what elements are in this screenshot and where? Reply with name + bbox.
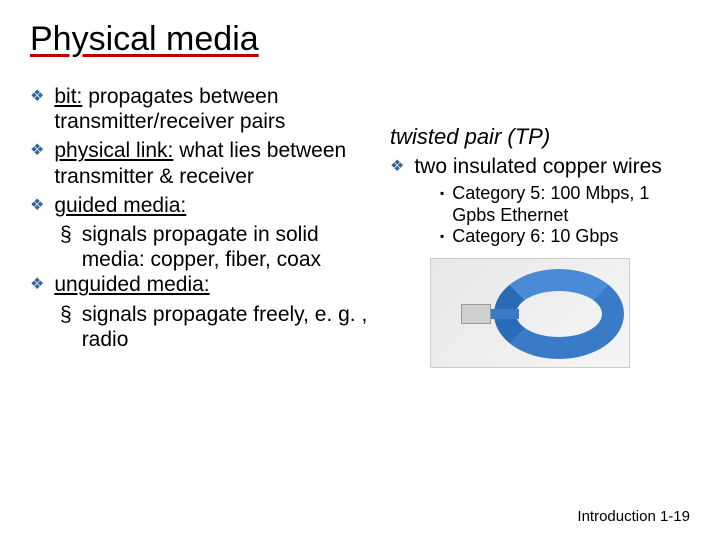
cable-connector-icon <box>461 304 491 324</box>
bullet-label: unguided media: <box>54 273 209 296</box>
sub-bullet-text: signals propagate in solid media: copper… <box>82 222 370 272</box>
square-bullet-icon: § <box>60 302 72 352</box>
footer-label: Introduction <box>577 508 655 525</box>
content-area: ❖ bit: propagates between transmitter/re… <box>30 84 690 368</box>
diamond-bullet-icon: ❖ <box>30 84 44 134</box>
bullet-text: two insulated copper wires <box>414 154 690 179</box>
bullet-label: bit: <box>54 85 82 108</box>
small-square-bullet-icon: ▪ <box>440 226 444 248</box>
slide-title: Physical media <box>30 20 690 59</box>
sub-sub-bullet-item: ▪ Category 5: 100 Mbps, 1 Gpbs Ethernet <box>440 183 690 226</box>
diamond-bullet-icon: ❖ <box>30 193 44 218</box>
sub-bullet-text: signals propagate freely, e. g. , radio <box>82 302 370 352</box>
right-heading: twisted pair (TP) <box>390 124 690 150</box>
bullet-item: ❖ guided media: <box>30 193 370 218</box>
bullet-text: physical link: what lies between transmi… <box>54 138 370 188</box>
bullet-text: bit: propagates between transmitter/rece… <box>54 84 370 134</box>
bullet-item: ❖ physical link: what lies between trans… <box>30 138 370 188</box>
footer-page: 1-19 <box>660 508 690 525</box>
bullet-text: unguided media: <box>54 272 370 297</box>
diamond-bullet-icon: ❖ <box>30 138 44 188</box>
cable-lead-icon <box>489 309 519 319</box>
bullet-item: ❖ unguided media: <box>30 272 370 297</box>
sub-bullet-item: § signals propagate in solid media: copp… <box>60 222 370 272</box>
sub-sub-bullet-item: ▪ Category 6: 10 Gbps <box>440 226 690 248</box>
cable-image <box>430 258 630 368</box>
sub-sub-bullet-text: Category 5: 100 Mbps, 1 Gpbs Ethernet <box>452 183 690 226</box>
left-column: ❖ bit: propagates between transmitter/re… <box>30 84 370 368</box>
diamond-bullet-icon: ❖ <box>30 272 44 297</box>
sub-bullet-item: § signals propagate freely, e. g. , radi… <box>60 302 370 352</box>
diamond-bullet-icon: ❖ <box>390 154 404 179</box>
bullet-item: ❖ bit: propagates between transmitter/re… <box>30 84 370 134</box>
square-bullet-icon: § <box>60 222 72 272</box>
bullet-label: guided media: <box>54 194 186 217</box>
small-square-bullet-icon: ▪ <box>440 183 444 226</box>
right-column: twisted pair (TP) ❖ two insulated copper… <box>390 84 690 368</box>
slide-footer: Introduction 1-19 <box>577 508 690 525</box>
bullet-item: ❖ two insulated copper wires <box>390 154 690 179</box>
bullet-text: guided media: <box>54 193 370 218</box>
bullet-label: physical link: <box>54 139 173 162</box>
bullet-body: propagates between transmitter/receiver … <box>54 85 285 133</box>
sub-sub-bullet-text: Category 6: 10 Gbps <box>452 226 618 248</box>
